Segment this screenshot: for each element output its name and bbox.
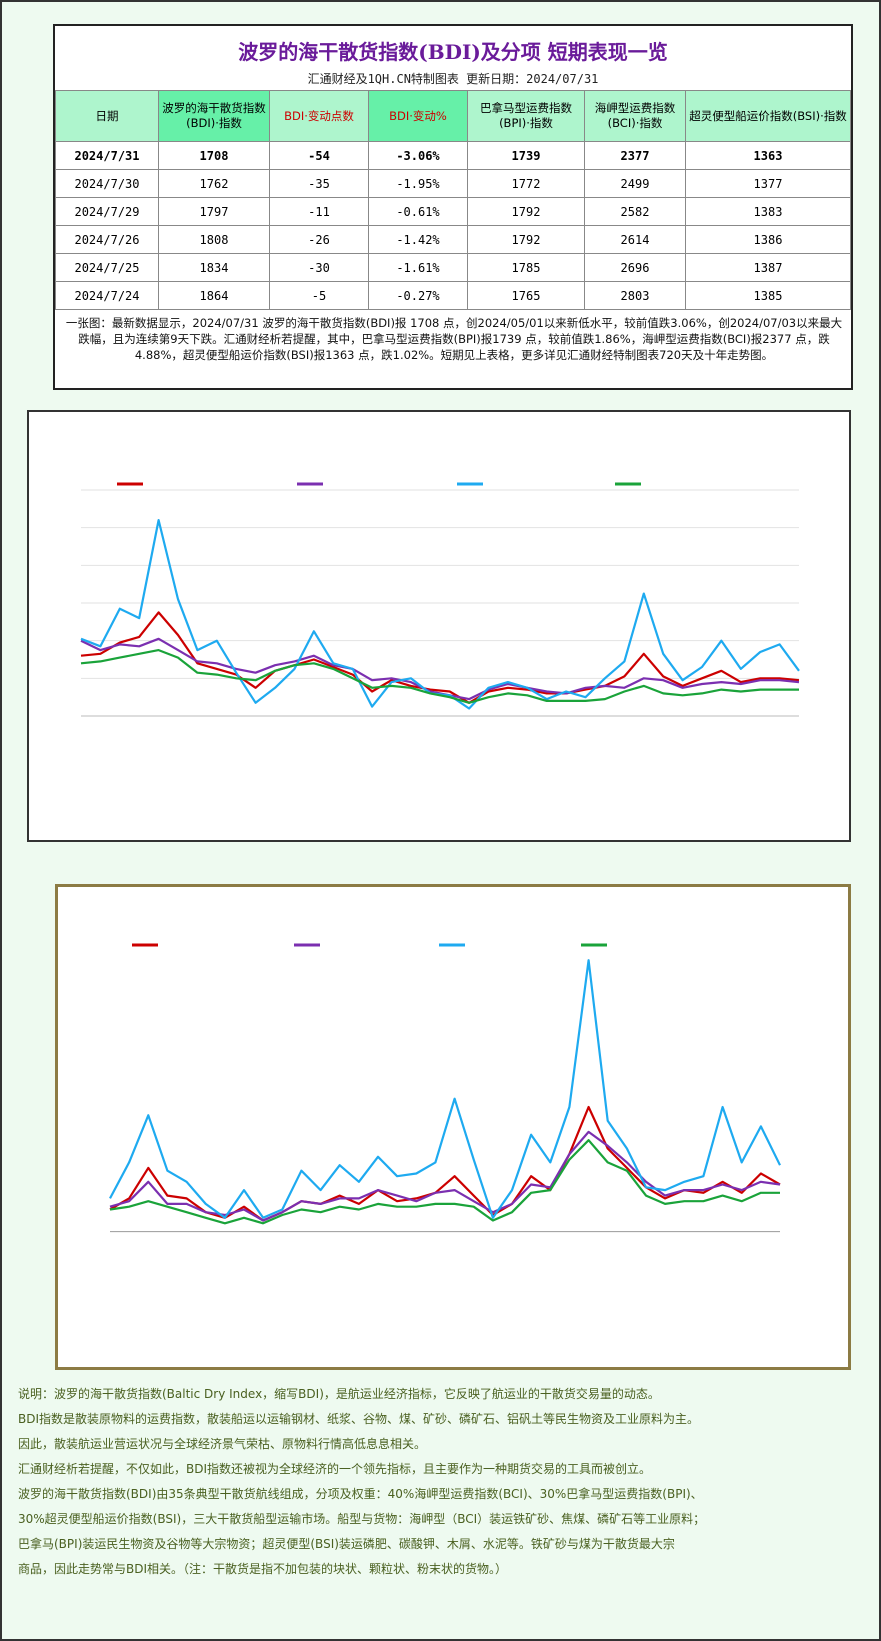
table-cell: -0.61% xyxy=(368,197,468,226)
table-cell: 1834 xyxy=(158,253,270,282)
table-row: 2024/7/30 1762 -35 -1.95% 1772 2499 1377 xyxy=(55,169,851,198)
series-line-2 xyxy=(80,518,800,710)
description-line: 说明：波罗的海干散货指数(Baltic Dry Index，缩写BDI)，是航运… xyxy=(18,1387,660,1401)
col-header-bsi: 超灵便型船运价指数(BSI)·指数 xyxy=(685,90,851,142)
table-cell: -1.42% xyxy=(368,225,468,254)
description-line: 波罗的海干散货指数(BDI)由35条典型干散货航线组成，分项及权重：40%海岬型… xyxy=(18,1487,703,1501)
table-cell: -35 xyxy=(269,169,369,198)
summary-table: 日期 波罗的海干散货指数(BDI)·指数 BDI·变动点数 BDI·变动% 巴拿… xyxy=(55,90,851,310)
table-cell: -30 xyxy=(269,253,369,282)
table-cell: 1792 xyxy=(467,225,585,254)
table-row: 2024/7/29 1797 -11 -0.61% 1792 2582 1383 xyxy=(55,197,851,226)
description-line: 因此，散装航运业营运状况与全球经济景气荣枯、原物料行情高低息息相关。 xyxy=(18,1437,427,1451)
table-cell: 2024/7/24 xyxy=(55,281,159,310)
table-row: 2024/7/26 1808 -26 -1.42% 1792 2614 1386 xyxy=(55,225,851,254)
table-cell: 1765 xyxy=(467,281,585,310)
description-line: BDI指数是散装原物料的运费指数，散装船运以运输钢材、纸浆、谷物、煤、矿砂、磷矿… xyxy=(18,1412,700,1426)
series-line-2 xyxy=(109,959,781,1219)
table-cell: 1363 xyxy=(685,141,851,170)
table-cell: 1797 xyxy=(158,197,270,226)
col-header-bpi: 巴拿马型运费指数(BPI)·指数 xyxy=(467,90,585,142)
series-line-0 xyxy=(109,1105,781,1222)
col-header-date: 日期 xyxy=(55,90,159,142)
chart-720-day-svg xyxy=(80,482,800,717)
table-cell: -0.27% xyxy=(368,281,468,310)
table-cell: -5 xyxy=(269,281,369,310)
table-cell: 1792 xyxy=(467,197,585,226)
table-cell: 1383 xyxy=(685,197,851,226)
table-cell: 1387 xyxy=(685,253,851,282)
col-header-bdi: 波罗的海干散货指数(BDI)·指数 xyxy=(158,90,270,142)
table-cell: -26 xyxy=(269,225,369,254)
table-cell: 1785 xyxy=(467,253,585,282)
table-cell: 1808 xyxy=(158,225,270,254)
series-line-0 xyxy=(80,611,800,704)
table-cell: 2024/7/29 xyxy=(55,197,159,226)
table-cell: 2614 xyxy=(584,225,686,254)
table-row: 2024/7/31 1708 -54 -3.06% 1739 2377 1363 xyxy=(55,141,851,170)
table-cell: 2024/7/31 xyxy=(55,141,159,170)
description: 说明：波罗的海干散货指数(Baltic Dry Index，缩写BDI)，是航运… xyxy=(18,1382,868,1582)
table-cell: 2377 xyxy=(584,141,686,170)
table-cell: 1762 xyxy=(158,169,270,198)
table-header-row: 日期 波罗的海干散货指数(BDI)·指数 BDI·变动点数 BDI·变动% 巴拿… xyxy=(55,90,851,142)
table-cell: 1386 xyxy=(685,225,851,254)
table-cell: -54 xyxy=(269,141,369,170)
table-cell: 1772 xyxy=(467,169,585,198)
table-cell: 1739 xyxy=(467,141,585,170)
page-subtitle: 汇通财经及1QH.CN特制图表 更新日期：2024/07/31 xyxy=(307,72,599,86)
page-title: 波罗的海干散货指数(BDI)及分项 短期表现一览 xyxy=(238,40,668,64)
description-line: 巴拿马(BPI)装运民生物资及谷物等大宗物资；超灵便型(BSI)装运磷肥、碳酸钾… xyxy=(18,1537,675,1551)
description-line: 汇通财经析若提醒，不仅如此，BDI指数还被视为全球经济的一个领先指标，且主要作为… xyxy=(18,1462,652,1476)
col-header-bci: 海岬型运费指数(BCI)·指数 xyxy=(584,90,686,142)
table-cell: -11 xyxy=(269,197,369,226)
table-cell: 2024/7/30 xyxy=(55,169,159,198)
table-cell: 2696 xyxy=(584,253,686,282)
table-cell: -1.61% xyxy=(368,253,468,282)
table-cell: -3.06% xyxy=(368,141,468,170)
chart-720-day xyxy=(27,410,851,842)
description-line: 商品，因此走势常与BDI相关。（注：干散货是指不加包装的块状、颗粒状、粉末状的货… xyxy=(18,1562,508,1576)
table-cell: 2024/7/25 xyxy=(55,253,159,282)
table-row: 2024/7/25 1834 -30 -1.61% 1785 2696 1387 xyxy=(55,253,851,282)
table-cell: 1708 xyxy=(158,141,270,170)
table-cell: 2582 xyxy=(584,197,686,226)
chart-ten-year-svg xyxy=(109,943,781,1233)
description-line: 30%超灵便型船运价指数(BSI)，三大干散货船型运输市场。船型与货物：海岬型（… xyxy=(18,1512,706,1526)
series-line-3 xyxy=(109,1139,780,1225)
summary-panel: 波罗的海干散货指数(BDI)及分项 短期表现一览 汇通财经及1QH.CN特制图表… xyxy=(53,24,853,390)
table-cell: 2499 xyxy=(584,169,686,198)
series-line-3 xyxy=(80,649,799,704)
table-cell: 1377 xyxy=(685,169,851,198)
table-row: 2024/7/24 1864 -5 -0.27% 1765 2803 1385 xyxy=(55,281,851,310)
col-header-bdi-change-pct: BDI·变动% xyxy=(368,90,468,142)
table-cell: -1.95% xyxy=(368,169,468,198)
table-cell: 2024/7/26 xyxy=(55,225,159,254)
col-header-bdi-change: BDI·变动点数 xyxy=(269,90,369,142)
summary-note: 一张图：最新数据显示，2024/07/31 波罗的海干散货指数(BDI)报 17… xyxy=(65,316,843,362)
table-cell: 1864 xyxy=(158,281,270,310)
table-cell: 2803 xyxy=(584,281,686,310)
table-cell: 1385 xyxy=(685,281,851,310)
chart-ten-year xyxy=(55,884,851,1370)
